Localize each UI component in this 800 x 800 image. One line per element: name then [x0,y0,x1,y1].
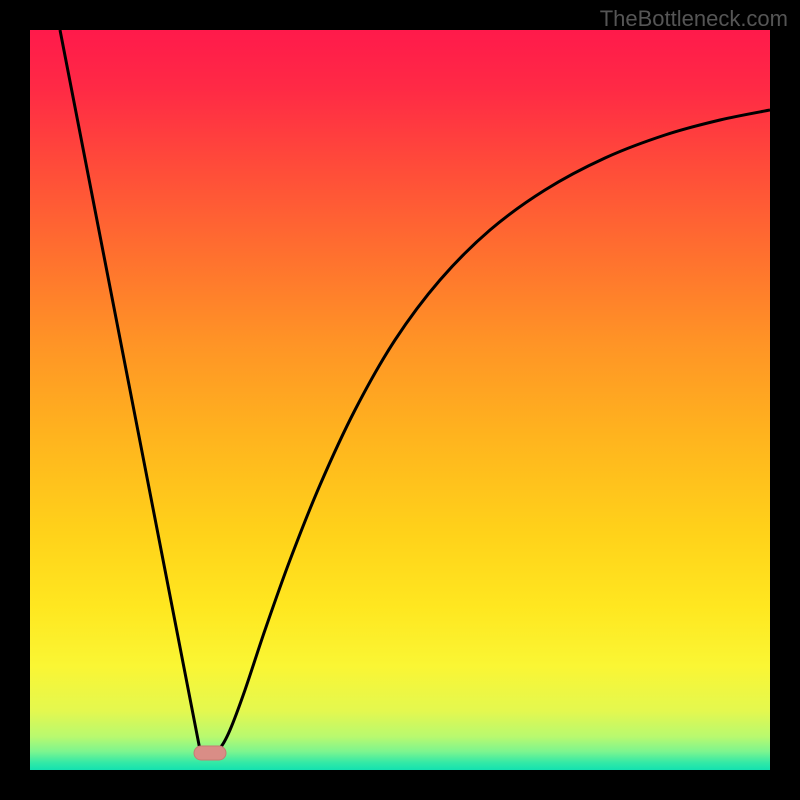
notch-marker [194,746,226,760]
watermark-text: TheBottleneck.com [600,6,788,32]
chart-container: TheBottleneck.com [0,0,800,800]
plot-svg [30,30,770,770]
plot-background [30,30,770,770]
plot-area [30,30,770,770]
